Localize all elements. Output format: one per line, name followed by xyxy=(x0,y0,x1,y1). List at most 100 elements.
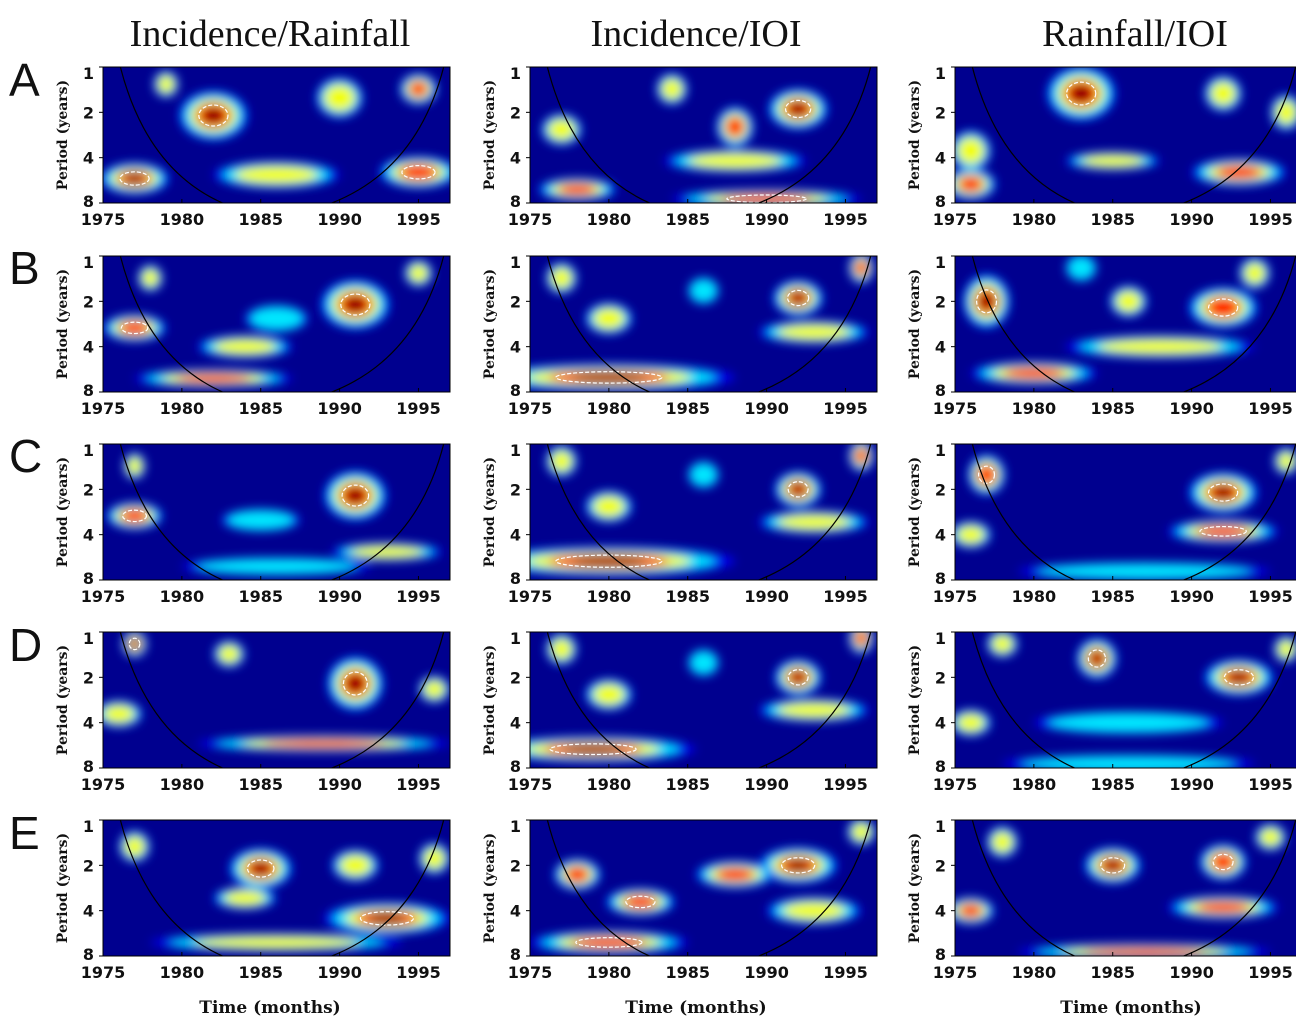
y-tick-label: 2 xyxy=(935,103,946,122)
x-tick-label: 1975 xyxy=(81,210,126,229)
coherence-blob xyxy=(593,684,625,705)
coherence-blob xyxy=(571,373,647,382)
coherence-blob xyxy=(1196,901,1250,913)
significance-contour xyxy=(976,289,998,314)
column-title-1: Incidence/Rainfall xyxy=(130,13,411,55)
x-tick-label: 1985 xyxy=(1090,775,1135,794)
y-tick-label: 1 xyxy=(935,441,946,460)
coherence-blob xyxy=(1196,525,1250,537)
y-tick-label: 2 xyxy=(510,856,521,875)
panel-5-r2c3: 1 2 4 8 Period (years) 1975 1980 1985 1990 1995 xyxy=(907,253,1296,418)
coherence-blob xyxy=(551,450,572,472)
y-tick-label: 4 xyxy=(83,714,94,733)
y-tick-label: 1 xyxy=(83,64,94,83)
cone-of-influence xyxy=(546,820,872,956)
panel-frame xyxy=(529,66,878,204)
coherence-blob xyxy=(1048,713,1209,733)
y-axis-title: Period (years) xyxy=(482,269,498,379)
x-tick-label: 1975 xyxy=(508,210,553,229)
row-letter-c: C xyxy=(9,430,42,482)
x-tick-label: 1990 xyxy=(317,587,362,606)
x-tick-label: 1995 xyxy=(823,775,868,794)
x-tick-label: 1995 xyxy=(1248,399,1293,418)
y-tick-label: 4 xyxy=(935,714,946,733)
x-tick-label: 1990 xyxy=(1169,210,1214,229)
y-tick-label: 4 xyxy=(510,149,521,168)
coherence-blob xyxy=(399,164,438,180)
coherence-blob xyxy=(224,890,266,906)
y-tick-label: 8 xyxy=(83,757,94,776)
coherence-blob xyxy=(855,448,868,464)
x-axis-title-1: Time (months) xyxy=(199,998,340,1018)
x-tick-label: 1980 xyxy=(160,399,205,418)
panel-heatmap xyxy=(103,256,450,392)
y-tick-label: 4 xyxy=(510,338,521,357)
panel-heatmap xyxy=(955,256,1296,392)
coherence-blob xyxy=(791,671,806,683)
y-tick-label: 4 xyxy=(83,902,94,921)
coherence-blob xyxy=(688,153,782,169)
coherence-blob xyxy=(783,901,845,920)
x-tick-label: 1990 xyxy=(1169,399,1214,418)
x-tick-label: 1980 xyxy=(587,399,632,418)
x-tick-label: 1975 xyxy=(933,587,978,606)
coherence-blob xyxy=(789,102,808,116)
y-tick-label: 2 xyxy=(935,292,946,311)
coherence-blob xyxy=(1275,100,1296,125)
y-axis-title: Period (years) xyxy=(482,833,498,943)
x-tick-label: 1975 xyxy=(508,399,553,418)
x-tick-label: 1980 xyxy=(1012,775,1057,794)
x-tick-label: 1990 xyxy=(744,399,789,418)
y-tick-label: 2 xyxy=(510,103,521,122)
coherence-blob xyxy=(1090,652,1104,665)
coherence-blob xyxy=(142,269,159,287)
panel-5-r4c3: 1 2 4 8 Period (years) 1975 1980 1985 1990 1995 xyxy=(907,629,1296,794)
significance-contour xyxy=(977,465,996,484)
significance-contour xyxy=(1207,483,1239,502)
panel-5-r3c1: 1 2 4 8 Period (years) 1975 1980 1985 1990 1995 xyxy=(55,441,451,606)
x-tick-label: 1990 xyxy=(317,963,362,982)
y-tick-label: 1 xyxy=(935,253,946,272)
significance-contour xyxy=(119,171,150,186)
cone-of-influence xyxy=(971,632,1296,768)
y-tick-label: 4 xyxy=(83,526,94,545)
coherence-blob xyxy=(196,558,357,575)
coherence-blob xyxy=(593,496,625,517)
panel-5-r4c1: 1 2 4 8 Period (years) 1975 1980 1985 1990 1995 xyxy=(55,629,451,794)
x-tick-label: 1995 xyxy=(1248,775,1293,794)
y-tick-label: 8 xyxy=(83,945,94,964)
cone-of-influence xyxy=(119,67,445,203)
panel-heatmap xyxy=(103,67,450,203)
coherence-blob xyxy=(958,176,983,192)
y-tick-label: 4 xyxy=(935,338,946,357)
y-tick-label: 2 xyxy=(83,480,94,499)
panel-heatmap xyxy=(530,632,877,768)
cone-of-influence xyxy=(546,256,872,392)
cone-of-influence xyxy=(119,820,445,956)
cone-of-influence xyxy=(546,632,872,768)
coherence-blob xyxy=(977,464,996,485)
y-axis-title: Period (years) xyxy=(482,457,498,567)
coherence-blob xyxy=(251,862,271,875)
coherence-blob xyxy=(1116,291,1141,312)
y-tick-label: 4 xyxy=(935,902,946,921)
coherence-blob xyxy=(1067,256,1095,280)
cone-of-influence xyxy=(971,67,1296,203)
coherence-blob xyxy=(214,339,276,355)
coherence-blob xyxy=(1212,486,1234,499)
coherence-blob xyxy=(157,75,175,93)
y-tick-label: 1 xyxy=(510,64,521,83)
panel-heatmap xyxy=(955,444,1296,580)
row-letter-e: E xyxy=(9,807,40,859)
significance-contour xyxy=(341,484,370,507)
y-tick-label: 4 xyxy=(510,714,521,733)
coherence-blob xyxy=(218,645,240,663)
coherence-blob xyxy=(227,510,295,530)
coherence-blob xyxy=(690,651,717,675)
panel-frame xyxy=(954,66,1296,204)
panel-5-r5c2: 1 2 4 8 Period (years) 1975 1980 1985 1990 1995 xyxy=(482,817,878,982)
coherence-blob xyxy=(571,556,647,566)
y-tick-label: 2 xyxy=(83,856,94,875)
coherence-blob xyxy=(263,739,385,748)
panel-frame xyxy=(102,819,451,957)
